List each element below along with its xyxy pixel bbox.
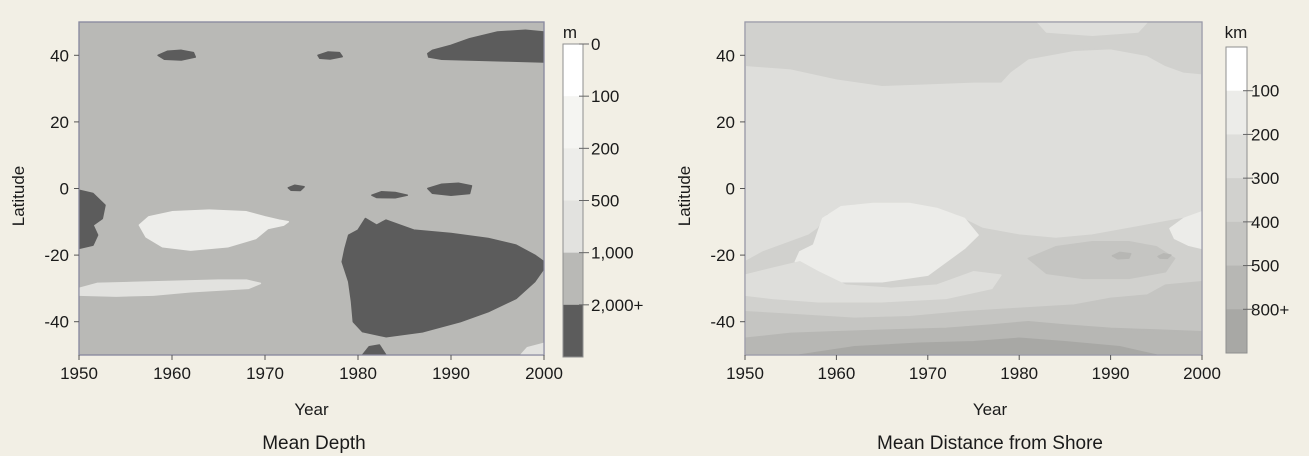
y-tick-label: 40 (716, 46, 735, 65)
y-tick-label: 0 (60, 180, 69, 199)
legend-swatch (1226, 309, 1247, 354)
region-east-mid-spot-2 (1157, 253, 1172, 260)
region-deep-spot-1973 (287, 184, 305, 192)
x-axis-label: Year (294, 400, 329, 419)
y-tick-label: -40 (710, 313, 735, 332)
region-shallow-southeast-corner (520, 342, 544, 355)
x-tick-label: 2000 (1183, 364, 1221, 383)
region-east-mid-patch (1027, 241, 1176, 280)
x-tick-label: 2000 (525, 364, 563, 383)
legend-label: 1,000 (591, 244, 634, 263)
y-tick-label: -40 (44, 313, 69, 332)
x-axis: 1950 1960 1970 1980 1990 2000 (726, 355, 1221, 383)
region-deep-south-edge-1982 (361, 344, 387, 355)
y-tick-label: 40 (50, 46, 69, 65)
legend-unit: km (1225, 23, 1248, 42)
y-tick-label: 0 (726, 180, 735, 199)
panel-title: Mean Distance from Shore (877, 433, 1103, 454)
region-deep-south-pacific (341, 217, 544, 338)
x-tick-label: 1960 (817, 364, 855, 383)
region-deep-north-1960 (157, 49, 197, 61)
legend-label: 500 (1251, 257, 1279, 276)
legend-label: 0 (591, 35, 600, 54)
legend-swatch (563, 148, 583, 201)
legend-label: 800+ (1251, 300, 1289, 319)
y-tick-label: 20 (50, 113, 69, 132)
legend-swatch (563, 200, 583, 254)
contour-regions (79, 29, 544, 355)
region-east-edge-light (1169, 211, 1202, 250)
region-deep-north-1977 (317, 51, 343, 60)
region-deep-spot-1983 (371, 191, 409, 199)
legend-label: 300 (1251, 169, 1279, 188)
y-tick-label: 20 (716, 113, 735, 132)
y-axis: 40 20 0 -20 -40 (44, 46, 79, 332)
x-tick-label: 1950 (726, 364, 764, 383)
y-tick-label: -20 (44, 246, 69, 265)
y-tick-label: -20 (710, 246, 735, 265)
legend-swatch (563, 96, 583, 149)
region-deep-west-edge (79, 189, 106, 250)
legend-label: 100 (1251, 82, 1279, 101)
legend-swatch (1226, 90, 1247, 135)
x-tick-label: 1990 (1092, 364, 1130, 383)
legend-swatch (1226, 221, 1247, 267)
x-tick-label: 1970 (246, 364, 284, 383)
region-shallow-south-band (79, 279, 262, 297)
legend-label: 100 (591, 87, 619, 106)
region-deep-north-1990s (427, 29, 544, 63)
legend-label: 400 (1251, 213, 1279, 232)
legend-label: 500 (591, 192, 619, 211)
x-tick-label: 1950 (60, 364, 98, 383)
x-axis: 1950 1960 1970 1980 1990 2000 (60, 355, 563, 383)
contour-regions (745, 22, 1202, 355)
x-tick-label: 1970 (909, 364, 947, 383)
legend-frame (1225, 46, 1248, 354)
legend-swatch (1226, 134, 1247, 179)
legend-unit: m (563, 23, 577, 42)
legend-label: 2,000+ (591, 296, 644, 315)
legend-swatch (563, 44, 583, 97)
region-north-west-band (745, 22, 1202, 87)
panel-title: Mean Depth (262, 433, 366, 454)
region-north-mid-gap (1036, 22, 1148, 37)
x-tick-label: 1960 (153, 364, 191, 383)
region-deep-spot-1989 (427, 182, 473, 196)
legend-label: 200 (1251, 125, 1279, 144)
legend: km 100 200 300 400 500 800+ (1225, 23, 1289, 354)
y-axis: 40 20 0 -20 -40 (710, 46, 745, 332)
x-tick-label: 1990 (432, 364, 470, 383)
legend-label: 200 (591, 139, 619, 158)
region-east-mid-spot-1 (1111, 251, 1132, 260)
legend: m0 100 200 500 1,000 2,000+ (562, 23, 644, 358)
x-tick-label: 1980 (1000, 364, 1038, 383)
y-axis-label: Latitude (9, 166, 28, 227)
region-shallow-1965 (138, 209, 290, 251)
legend-swatch (563, 304, 583, 358)
legend-swatch (1226, 178, 1247, 223)
legend-swatch (1226, 47, 1247, 92)
x-tick-label: 1980 (339, 364, 377, 383)
legend-swatch (1226, 265, 1247, 310)
region-south-floor (799, 337, 1158, 355)
y-axis-label: Latitude (675, 166, 694, 227)
region-west-south-light (745, 261, 1002, 303)
x-axis-label: Year (973, 400, 1008, 419)
legend-swatch (563, 252, 583, 306)
